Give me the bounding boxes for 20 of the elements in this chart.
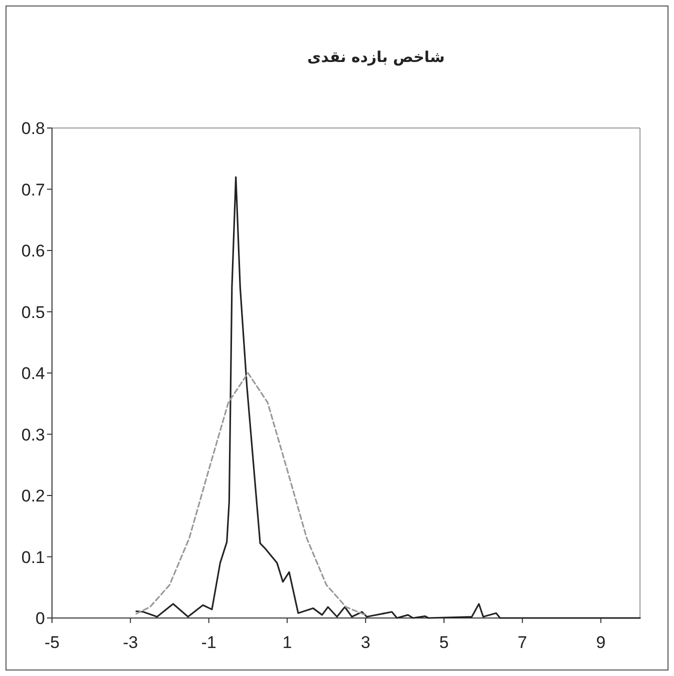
y-tick-label: 0.2 xyxy=(21,486,45,506)
x-tick-label: 3 xyxy=(360,633,370,652)
line-series xyxy=(135,176,641,619)
x-tick-label: 5 xyxy=(439,633,449,652)
x-tick-label: -5 xyxy=(44,633,60,652)
x-tick-label: 1 xyxy=(282,633,292,652)
y-tick-label: 0.6 xyxy=(21,242,45,260)
y-tick-label: 0.1 xyxy=(21,548,45,567)
line-series xyxy=(135,372,368,616)
y-tick-label: 0.4 xyxy=(21,364,45,383)
y-tick-label: 0.8 xyxy=(21,119,45,138)
chart-title: شاخص بازده نقدی xyxy=(307,48,445,66)
x-tick-label: 7 xyxy=(518,633,528,652)
y-tick-label: 0.7 xyxy=(21,180,45,200)
y-tick-label: 0.5 xyxy=(21,302,45,322)
x-tick-label: -1 xyxy=(201,633,216,652)
y-tick-label: 0.3 xyxy=(21,425,45,444)
x-tick-label: 9 xyxy=(596,633,606,652)
x-tick-label: -3 xyxy=(122,633,138,652)
y-tick-label: 0 xyxy=(36,609,45,628)
